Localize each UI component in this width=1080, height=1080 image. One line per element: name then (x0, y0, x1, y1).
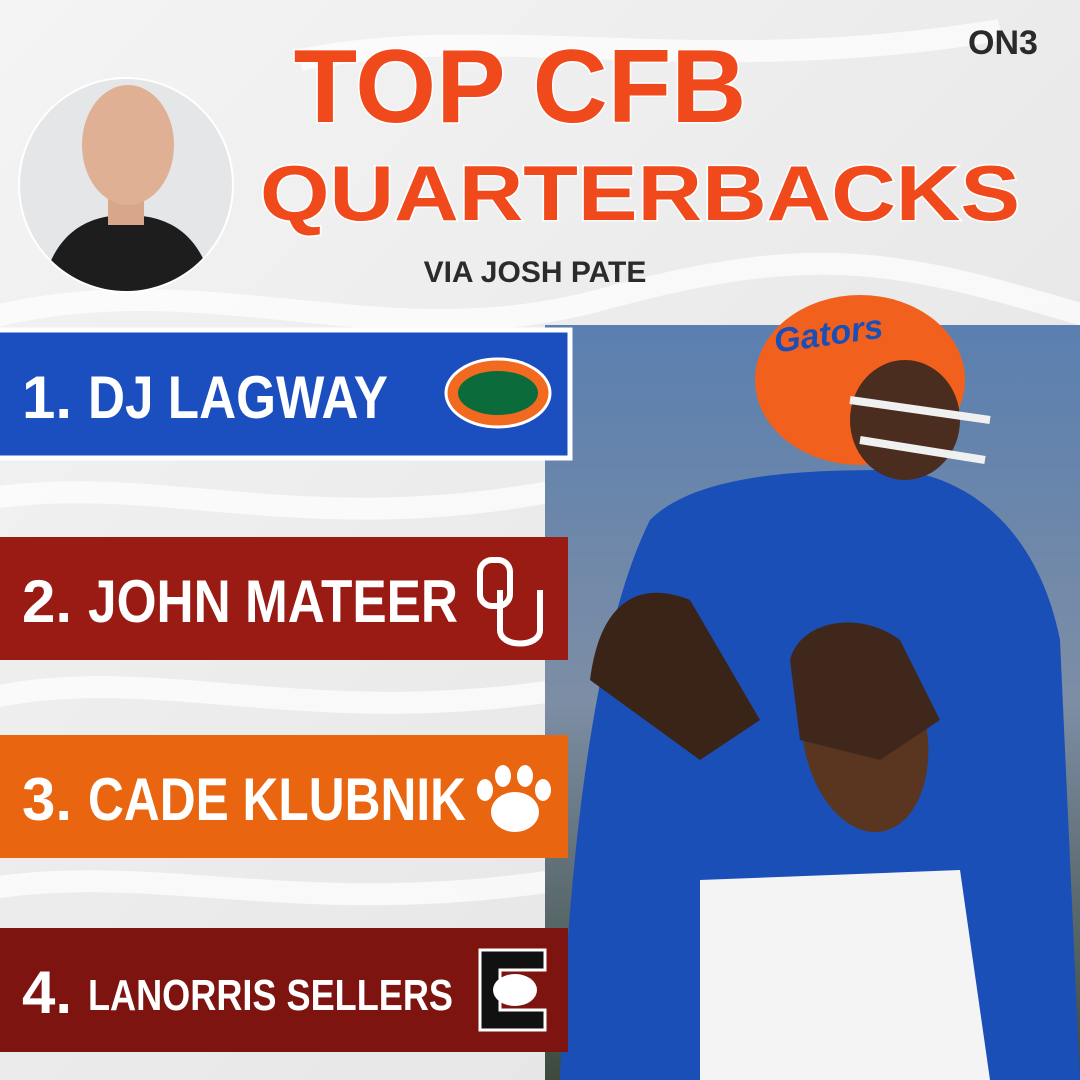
rank-number: 2. (22, 568, 72, 635)
player-name: DJ LAGWAY (88, 364, 388, 431)
player-photo: Gators (545, 295, 1080, 1080)
rank-bar: 1. DJ LAGWAY (0, 327, 573, 461)
rank-number: 1. (22, 364, 72, 431)
background-swirls (0, 19, 1080, 906)
player-name: CADE KLUBNIK (88, 766, 466, 833)
headshot (18, 77, 234, 293)
title-line: TOP CFB (294, 29, 747, 145)
subtitle: VIA JOSH PATE (424, 256, 647, 289)
rank-number: 3. (22, 766, 72, 833)
rank-number: 4. (22, 959, 72, 1026)
team-logo (477, 765, 551, 832)
brand-logo: ON3 (968, 24, 1038, 62)
rank-bar: 4. LANORRIS SELLERS (0, 928, 568, 1052)
rank-bar: 2. JOHN MATEER (0, 537, 568, 660)
team-logo (478, 948, 547, 1032)
rank-bar: 3. CADE KLUBNIK (0, 735, 568, 858)
team-logo (477, 557, 543, 647)
player-name: JOHN MATEER (88, 568, 458, 635)
player-name: LANORRIS SELLERS (88, 971, 453, 1020)
title-line: QUARTERBACKS (260, 149, 1020, 237)
